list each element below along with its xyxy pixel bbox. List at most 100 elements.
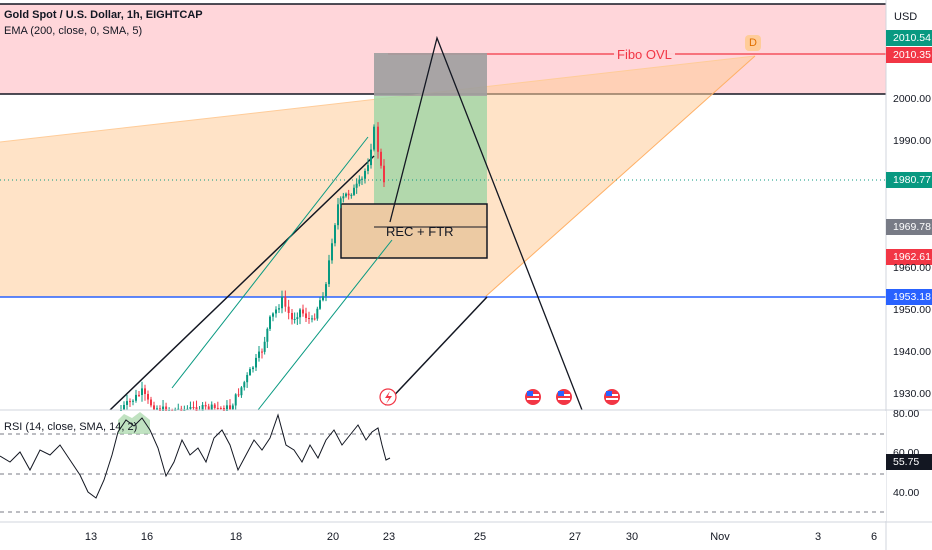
candle-body	[141, 388, 143, 395]
candle-body	[367, 165, 369, 171]
candle-body	[358, 179, 361, 184]
position-profit-zone	[374, 96, 487, 204]
candle-body	[156, 408, 158, 410]
currency-label[interactable]: USD	[894, 11, 918, 23]
candle-body	[162, 406, 165, 413]
candle-body	[272, 313, 274, 317]
trendline-right[interactable]	[384, 296, 488, 406]
price-tick: 1940.00	[893, 346, 931, 358]
candle-body	[345, 193, 347, 197]
us-flag-icon[interactable]	[604, 389, 620, 405]
lightning-icon[interactable]	[379, 388, 397, 406]
rec-ftr-box	[340, 203, 488, 259]
candle-body	[334, 225, 336, 244]
time-tick: 25	[473, 531, 487, 543]
price-tick: 1930.00	[893, 388, 931, 400]
trendline-lower[interactable]	[109, 155, 375, 411]
price-tag-top: 2010.54	[886, 30, 932, 46]
candle-body	[207, 406, 210, 411]
candle-body	[132, 400, 134, 402]
rec-ftr-label[interactable]: REC + FTR	[386, 224, 454, 239]
d-point-marker[interactable]: D	[745, 35, 761, 51]
candle-body	[243, 382, 246, 388]
rsi-indicator-label[interactable]: RSI (14, close, SMA, 14, 2)	[4, 421, 138, 433]
candle-body	[361, 178, 363, 180]
candle-body	[353, 187, 355, 195]
candle-body	[342, 196, 345, 199]
candle-body	[373, 126, 375, 150]
candle-body	[281, 296, 283, 309]
price-tick: 1960.00	[893, 262, 931, 274]
fibo-ovl-label[interactable]: Fibo OVL	[614, 47, 675, 62]
candle-body	[237, 394, 240, 396]
rsi-value-tag: 55.75	[886, 454, 932, 470]
candle-body	[263, 341, 266, 352]
candle-body	[364, 170, 366, 179]
candle-body	[229, 405, 231, 410]
candle-body	[213, 404, 216, 408]
time-tick: 23	[382, 531, 396, 543]
candle-body	[210, 404, 213, 411]
time-tick: 13	[84, 531, 98, 543]
candle-body	[347, 193, 350, 196]
candle-body	[299, 309, 301, 318]
candle-body	[311, 318, 313, 320]
us-flag-icon[interactable]	[556, 389, 572, 405]
candle-body	[291, 313, 293, 320]
candle-body	[138, 394, 140, 396]
ema-indicator-label[interactable]: EMA (200, close, 0, SMA, 5)	[4, 25, 143, 37]
candle-body	[216, 407, 219, 409]
candle-body	[201, 404, 204, 411]
candle-body	[147, 393, 149, 400]
fibo-price-tag: 2010.35	[886, 47, 932, 63]
last-price-tag: 1980.77	[886, 172, 932, 188]
candle-body	[123, 404, 125, 410]
candle-body	[189, 407, 192, 409]
channel-lower	[257, 239, 393, 411]
candle-body	[331, 243, 333, 261]
candle-body	[249, 369, 251, 375]
candle-body	[287, 306, 290, 314]
candle-body	[129, 401, 131, 403]
candle-body	[120, 409, 122, 412]
candle-body	[255, 357, 257, 368]
us-flag-icon[interactable]	[525, 389, 541, 405]
price-tick: 1990.00	[893, 135, 931, 147]
candle-body	[339, 198, 342, 205]
candle-body	[219, 407, 222, 409]
candle-body	[258, 351, 260, 358]
channel-upper	[171, 136, 369, 389]
candle-body	[380, 151, 382, 166]
candle-body	[355, 183, 358, 188]
rsi-tick: 80.00	[893, 408, 920, 420]
candle-body	[337, 204, 339, 226]
candle-body	[278, 308, 280, 310]
marker-price-tag: 1969.78	[886, 219, 932, 235]
candle-body	[144, 388, 146, 394]
time-tick: 16	[140, 531, 154, 543]
candle-body	[350, 194, 353, 196]
candle-body	[252, 367, 254, 370]
blue-line-price-tag: 1953.18	[886, 289, 932, 305]
price-tick: 2000.00	[893, 93, 931, 105]
candle-body	[275, 309, 277, 314]
time-tick: 20	[326, 531, 340, 543]
candle-body	[305, 313, 307, 319]
projection-path[interactable]	[389, 35, 583, 411]
candle-body	[135, 394, 137, 401]
price-tick: 1950.00	[893, 304, 931, 316]
position-target-zone	[374, 53, 487, 96]
candle-body	[313, 318, 316, 320]
candle-body	[225, 405, 228, 412]
candle-body	[180, 408, 183, 414]
candle-body	[231, 405, 234, 410]
candle-body	[296, 317, 299, 319]
candle-body	[302, 309, 304, 314]
symbol-title[interactable]: Gold Spot / U.S. Dollar, 1h, EIGHTCAP	[4, 9, 203, 21]
candle-body	[186, 408, 189, 410]
rsi-line	[0, 413, 391, 499]
candles	[120, 122, 385, 414]
candle-body	[377, 126, 379, 152]
